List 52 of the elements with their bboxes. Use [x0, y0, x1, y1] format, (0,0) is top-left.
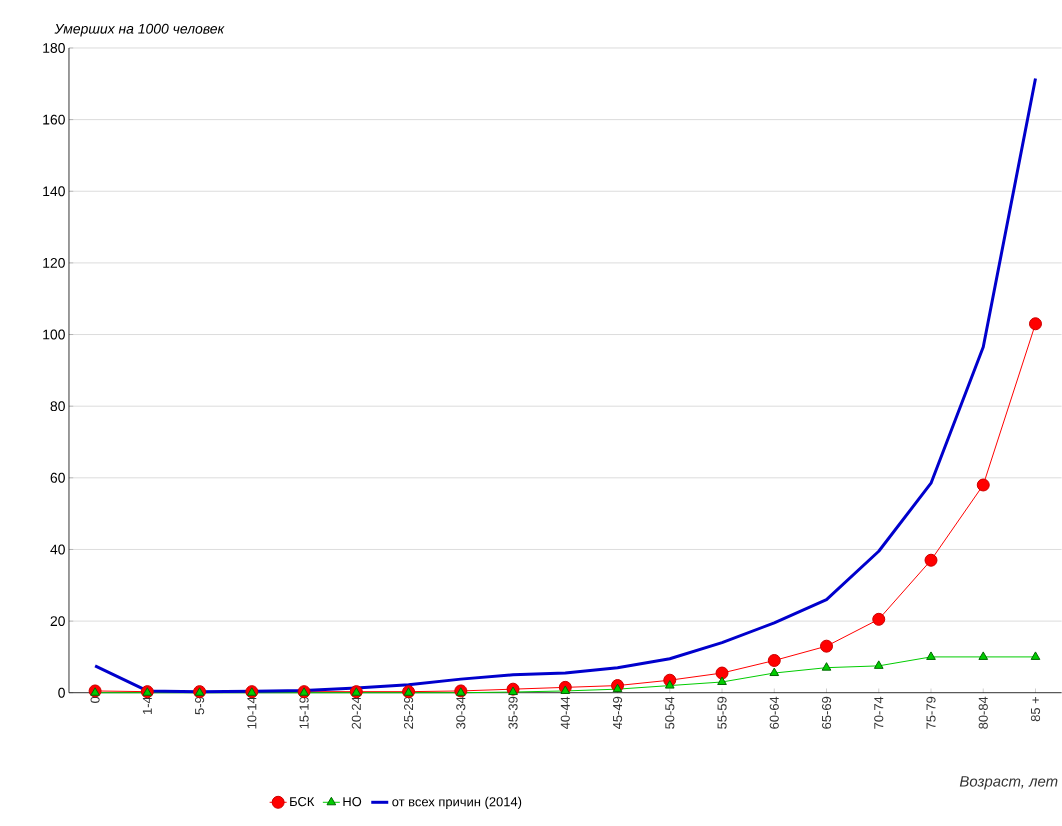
y-tick-label: 160	[43, 114, 65, 125]
y-axis-title: Умерших на 1000 человек	[54, 23, 225, 37]
legend-label: от всех причин (2014)	[392, 797, 522, 810]
point	[767, 654, 781, 668]
point	[873, 660, 884, 670]
point	[717, 676, 727, 686]
x-tick-label: 15-19	[299, 697, 309, 729]
y-tick-label: 180	[43, 43, 65, 54]
y-tick-label: 60	[50, 473, 65, 483]
point	[978, 651, 989, 661]
point	[769, 667, 780, 677]
point	[872, 612, 886, 626]
point	[612, 683, 623, 693]
x-tick-label: 85 +	[1030, 697, 1041, 722]
y-tick-label: 140	[43, 186, 65, 197]
x-tick-label: 1-4	[142, 696, 152, 715]
x-tick-label: 10-14	[247, 696, 257, 729]
y-tick-label: 80	[50, 401, 65, 412]
point	[1028, 317, 1042, 331]
x-tick-label: 50-54	[665, 696, 675, 730]
point	[820, 639, 834, 653]
point	[664, 680, 675, 689]
x-tick-label: 20-24	[351, 696, 361, 729]
point	[926, 651, 936, 661]
x-tick-label: 70-74	[874, 696, 884, 729]
x-tick-label: 35-39	[508, 697, 518, 730]
x-tick-label: 30-34	[456, 696, 466, 730]
x-tick-label: 45-49	[612, 697, 623, 730]
y-tick-label: 0	[58, 687, 65, 698]
legend-label: БСК	[290, 797, 315, 807]
y-tick-label: 100	[43, 329, 65, 340]
point	[560, 685, 571, 695]
y-tick-label: 120	[43, 258, 65, 268]
x-tick-label: 65-69	[821, 697, 832, 729]
point	[508, 686, 518, 696]
legend-label: НО	[343, 797, 362, 807]
point	[924, 553, 938, 567]
x-tick-label: 80-84	[978, 696, 988, 729]
x-tick-label: 5-9	[195, 697, 205, 715]
x-tick-label: 75-79	[926, 697, 936, 729]
y-tick-label: 40	[50, 544, 65, 555]
x-axis-title: Возраст, лет	[959, 776, 1058, 790]
point	[821, 662, 832, 671]
point	[715, 666, 729, 680]
x-tick-label: 40-44	[560, 696, 570, 730]
x-tick-label: 0	[90, 696, 100, 704]
x-tick-label: 55-59	[717, 697, 727, 730]
x-tick-label: 60-64	[769, 696, 779, 729]
point	[1030, 651, 1041, 661]
x-tick-label: 25-29	[403, 697, 414, 729]
y-tick-label: 20	[50, 616, 65, 627]
point	[976, 478, 990, 492]
